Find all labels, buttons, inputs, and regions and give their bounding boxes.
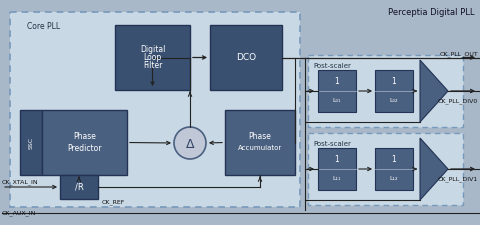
Bar <box>375 148 413 190</box>
Text: CK_PLL_DIV0: CK_PLL_DIV0 <box>438 98 478 104</box>
Text: Phase: Phase <box>73 132 96 141</box>
Bar <box>308 133 463 205</box>
Bar <box>20 110 42 175</box>
Text: DCO: DCO <box>236 53 256 62</box>
Text: CK_REF: CK_REF <box>102 199 125 205</box>
Text: CK_AUX_IN: CK_AUX_IN <box>2 210 36 216</box>
Text: 1: 1 <box>392 155 396 164</box>
Bar <box>10 12 300 207</box>
Text: SSC: SSC <box>28 136 34 148</box>
Text: Loop: Loop <box>144 53 162 62</box>
Text: 1: 1 <box>392 77 396 86</box>
Text: L₁₁: L₁₁ <box>333 176 341 180</box>
Text: L₁₂: L₁₂ <box>390 176 398 180</box>
Bar <box>42 110 127 175</box>
Text: Perceptia Digital PLL: Perceptia Digital PLL <box>388 8 475 17</box>
Polygon shape <box>420 138 448 200</box>
Bar <box>115 25 190 90</box>
Text: L₀₂: L₀₂ <box>390 97 398 103</box>
Polygon shape <box>420 60 448 122</box>
Bar <box>308 55 463 127</box>
Text: Digital: Digital <box>140 45 165 54</box>
Bar <box>318 70 356 112</box>
Text: Accumulator: Accumulator <box>238 146 282 151</box>
Text: CK_PLL_OUT: CK_PLL_OUT <box>439 51 478 57</box>
Text: 1: 1 <box>335 77 339 86</box>
Text: /R: /R <box>74 182 84 191</box>
Text: Filter: Filter <box>143 61 162 70</box>
Text: Post-scaler: Post-scaler <box>313 63 351 69</box>
Text: 1: 1 <box>335 155 339 164</box>
Text: Δ: Δ <box>186 137 194 151</box>
Text: Post-scaler: Post-scaler <box>313 141 351 147</box>
Bar <box>375 70 413 112</box>
Text: CK_XTAL_IN: CK_XTAL_IN <box>2 179 38 185</box>
Bar <box>318 148 356 190</box>
Bar <box>60 175 98 199</box>
Bar <box>225 110 295 175</box>
Text: Predictor: Predictor <box>67 144 102 153</box>
Text: Phase: Phase <box>249 132 271 141</box>
Bar <box>210 25 282 90</box>
Text: Core PLL: Core PLL <box>27 22 60 31</box>
Text: CK_PLL_DIV1: CK_PLL_DIV1 <box>438 176 478 182</box>
Text: L₀₁: L₀₁ <box>333 97 341 103</box>
Circle shape <box>174 127 206 159</box>
